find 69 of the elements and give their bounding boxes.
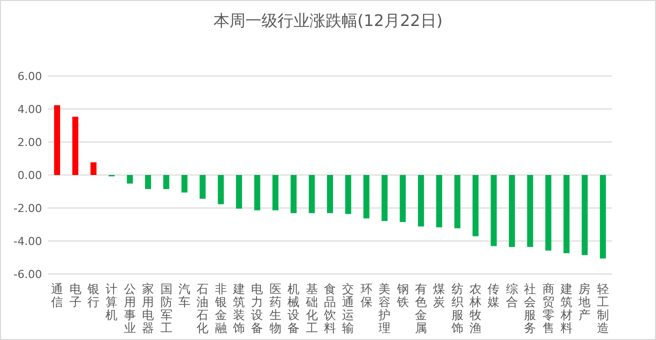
- bar: [90, 162, 96, 175]
- x-tick-label: 综合: [506, 282, 518, 309]
- x-tick-label: 纺织服饰: [450, 282, 464, 335]
- bar: [382, 175, 388, 222]
- bar: [200, 175, 206, 199]
- x-tick-label: 环保: [360, 282, 372, 309]
- bar: [582, 175, 588, 256]
- bar: [54, 105, 60, 175]
- x-tick-label: 石油石化: [196, 282, 209, 335]
- x-tick-label: 传媒: [488, 282, 500, 309]
- y-tick-label: -2.00: [14, 202, 42, 215]
- x-tick-label: 美容护理: [378, 282, 391, 335]
- x-tick-label: 建筑材料: [560, 282, 573, 335]
- x-tick-label: 电力设备: [251, 282, 264, 335]
- bar: [218, 175, 224, 204]
- y-tick-label: 0.00: [18, 169, 42, 182]
- x-tick-label: 电子: [69, 282, 82, 309]
- bar: [454, 175, 460, 228]
- bar: [290, 175, 297, 214]
- bar: [126, 175, 133, 184]
- y-tick-label: 2.00: [18, 136, 42, 149]
- bar: [436, 175, 442, 228]
- chart-title: 本周一级行业涨跌幅(12月22日): [213, 11, 443, 30]
- bar: [508, 175, 515, 247]
- bar: [400, 175, 406, 222]
- x-tick-label: 非银金融: [214, 282, 227, 335]
- x-tick-label: 社会服务: [524, 282, 536, 335]
- x-tick-label: 基础化工: [304, 282, 318, 335]
- bar: [564, 175, 570, 254]
- bar: [327, 175, 333, 214]
- x-tick-label: 钢铁: [396, 282, 409, 309]
- x-tick-label: 商贸零售: [542, 282, 554, 335]
- bar: [308, 175, 315, 214]
- y-tick-label: 4.00: [18, 103, 42, 116]
- bar: [600, 175, 606, 258]
- x-tick-label: 食品饮料: [323, 282, 336, 335]
- bar: [72, 116, 78, 175]
- x-tick-label: 通信: [51, 282, 64, 309]
- bar: [236, 175, 242, 209]
- bar: [545, 175, 552, 251]
- x-tick-label: 计算机: [106, 282, 118, 322]
- x-tick-label: 公用事业: [124, 282, 136, 335]
- bar: [472, 175, 479, 236]
- bar: [181, 175, 188, 192]
- bar: [527, 175, 534, 247]
- x-tick-label: 机械设备: [288, 282, 300, 335]
- x-tick-label: 汽车: [178, 282, 190, 309]
- bar: [363, 175, 370, 218]
- x-tick-label: 银行: [86, 282, 100, 309]
- y-tick-label: -4.00: [14, 235, 42, 248]
- x-tick-label: 房地产: [578, 282, 591, 322]
- x-tick-label: 建筑装饰: [232, 282, 246, 335]
- x-tick-label: 煤炭: [433, 282, 446, 309]
- x-tick-label: 农林牧渔: [468, 282, 482, 335]
- bar: [418, 175, 424, 226]
- x-tick-label: 家用电器: [142, 282, 154, 335]
- y-tick-label: 6.00: [18, 70, 42, 83]
- x-tick-label: 有色金属: [414, 282, 427, 335]
- bar: [163, 175, 170, 190]
- bar: [254, 175, 260, 210]
- y-tick-label: -6.00: [14, 268, 42, 281]
- bar: [272, 175, 278, 210]
- bar: [345, 175, 352, 214]
- x-tick-label: 国防军工: [160, 282, 172, 335]
- x-tick-label: 医药生物: [269, 282, 282, 335]
- bar: [145, 175, 152, 190]
- x-tick-label: 交通运输: [342, 282, 354, 335]
- x-tick-label: 轻工制造: [596, 282, 609, 335]
- bar: [490, 175, 497, 246]
